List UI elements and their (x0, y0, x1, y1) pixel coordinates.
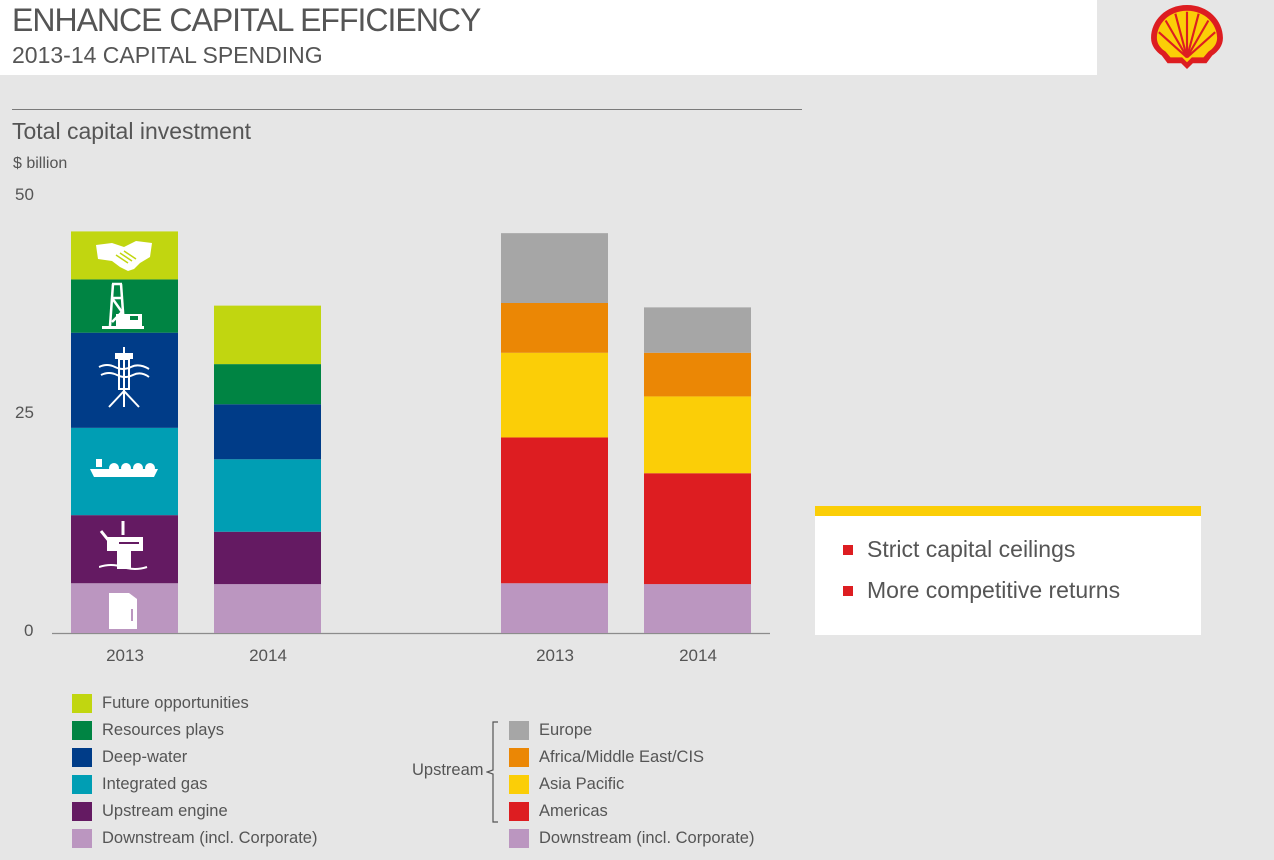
x-tick-label: 2014 (249, 646, 287, 665)
legend-swatch (72, 829, 92, 848)
bar-segment-europe-2013 (501, 233, 608, 304)
y-tick-label: 0 (24, 621, 34, 640)
legend-label: Asia Pacific (539, 775, 625, 793)
bar-segment-integrated-gas-2014 (214, 459, 321, 532)
oil-can-icon (109, 593, 137, 629)
legend-label: Europe (539, 721, 593, 739)
x-tick-label: 2013 (106, 646, 144, 665)
legend-item: Downstream (incl. Corporate) (509, 825, 754, 852)
legend-swatch (509, 829, 529, 848)
bar-segment-europe-2014 (644, 307, 751, 353)
legend-label: Deep-water (102, 748, 188, 766)
page-title: ENHANCE CAPITAL EFFICIENCY (12, 2, 481, 38)
bullet-square-icon (843, 544, 853, 555)
bar-segment-africa-middle-east-cis-2013 (501, 303, 608, 353)
legend-item: Deep-water (72, 744, 317, 771)
lng-tanker-icon (90, 459, 158, 477)
callout-bullet: Strict capital ceilings (843, 536, 1075, 563)
legend-bracket (486, 721, 498, 823)
bar-segment-upstream-engine-2014 (214, 531, 321, 585)
bar-segment-downstream-incl-corporate--2014 (214, 584, 321, 633)
header-banner: ENHANCE CAPITAL EFFICIENCY 2013-14 CAPIT… (0, 0, 1097, 75)
bar-segment-asia-pacific-2013 (501, 352, 608, 438)
legend-swatch (72, 694, 92, 713)
bullet-text: Strict capital ceilings (867, 536, 1076, 562)
legend-item: Resources plays (72, 717, 317, 744)
legend-label: Downstream (incl. Corporate) (102, 829, 318, 847)
y-tick-label: 25 (15, 402, 34, 422)
legend-regions: Europe Africa/Middle East/CIS Asia Pacific… (509, 717, 754, 852)
legend-swatch (72, 775, 92, 794)
bar-segment-future-opportunities-2014 (214, 305, 321, 365)
legend-item: Future opportunities (72, 690, 317, 717)
bar-segment-deep-water-2014 (214, 404, 321, 460)
legend-item: Asia Pacific (509, 771, 754, 798)
legend-swatch (509, 721, 529, 740)
bar-segment-americas-2013 (501, 437, 608, 584)
x-tick-label: 2013 (536, 646, 574, 665)
shell-logo-icon (1151, 4, 1223, 70)
bar-segment-downstream-incl-corporate--2014 (644, 584, 751, 633)
y-axis-unit: $ billion (13, 155, 68, 172)
bar-segment-americas-2014 (644, 473, 751, 585)
bar-segment-africa-middle-east-cis-2014 (644, 352, 751, 397)
legend-swatch (509, 748, 529, 767)
legend-business-segments: Future opportunities Resources plays Deep-… (72, 690, 317, 852)
offshore-platform-icon (99, 521, 148, 570)
legend-label: Downstream (incl. Corporate) (539, 829, 755, 847)
x-tick-label: 2014 (679, 646, 717, 665)
legend-item: Upstream engine (72, 798, 317, 825)
chart-title: Total capital investment (12, 118, 252, 144)
bullet-text: More competitive returns (867, 577, 1121, 603)
legend-swatch (72, 748, 92, 767)
legend-label: Future opportunities (102, 694, 249, 712)
legend-swatch (72, 721, 92, 740)
callout-bullet: More competitive returns (843, 577, 1120, 604)
legend-group-label: Upstream (412, 761, 484, 779)
legend-item: Downstream (incl. Corporate) (72, 825, 317, 852)
legend-label: Americas (539, 802, 608, 820)
y-tick-label: 50 (15, 184, 34, 204)
handshake-icon (96, 241, 152, 271)
callout-accent-bar (815, 506, 1201, 516)
legend-label: Integrated gas (102, 775, 208, 793)
legend-item: Americas (509, 798, 754, 825)
legend-item: Africa/Middle East/CIS (509, 744, 754, 771)
deepwater-rig-icon (98, 347, 150, 408)
callout-box: Strict capital ceilings More competitive… (815, 506, 1201, 635)
legend-item: Integrated gas (72, 771, 317, 798)
bullet-square-icon (843, 585, 853, 596)
bar-segment-downstream-incl-corporate--2013 (501, 583, 608, 633)
bar-segment-asia-pacific-2014 (644, 396, 751, 474)
legend-swatch (509, 775, 529, 794)
bar-segment-resources-plays-2014 (214, 364, 321, 405)
legend-label: Africa/Middle East/CIS (539, 748, 705, 766)
legend-item: Europe (509, 717, 754, 744)
legend-swatch (509, 802, 529, 821)
legend-label: Resources plays (102, 721, 224, 739)
legend-label: Upstream engine (102, 802, 228, 820)
divider (12, 109, 802, 110)
page-subtitle: 2013-14 CAPITAL SPENDING (12, 42, 323, 68)
drilling-rig-icon (102, 282, 144, 329)
legend-swatch (72, 802, 92, 821)
